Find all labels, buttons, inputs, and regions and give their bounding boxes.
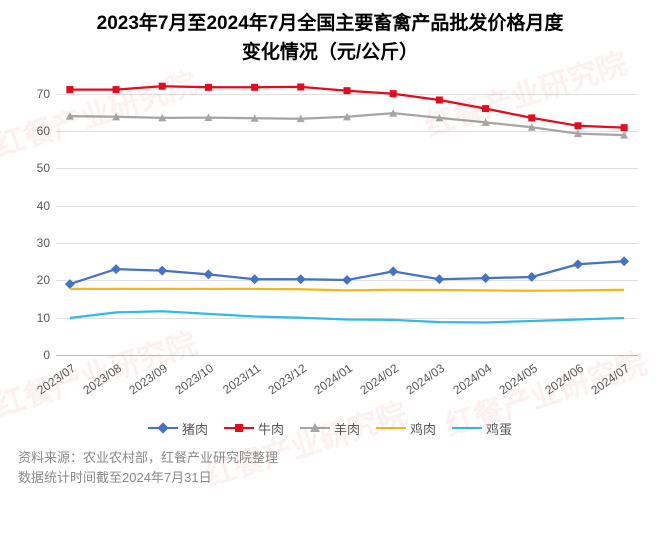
- series-marker: [528, 114, 535, 121]
- series-marker: [527, 272, 537, 282]
- series-marker: [344, 87, 351, 94]
- title-line-1: 2023年7月至2024年7月全国主要畜禽产品批发价格月度: [18, 10, 642, 39]
- series-marker: [113, 86, 120, 93]
- chart-footer: 资料来源：农业农村部，红餐产业研究院整理 数据统计时间截至2024年7月31日: [18, 448, 642, 490]
- series-marker: [574, 122, 581, 129]
- line-chart-svg: [56, 75, 638, 355]
- legend-label: 鸡肉: [410, 419, 436, 438]
- y-tick-label: 70: [18, 87, 50, 101]
- legend-label: 猪肉: [182, 419, 208, 438]
- legend-marker-icon: [235, 424, 243, 432]
- y-tick-label: 0: [18, 348, 50, 362]
- series-marker: [203, 269, 213, 279]
- series-marker: [573, 259, 583, 269]
- source-line-2: 数据统计时间截至2024年7月31日: [18, 468, 642, 489]
- y-tick-label: 20: [18, 273, 50, 287]
- x-tick-label: 2024/06: [542, 361, 586, 397]
- y-tick-label: 40: [18, 199, 50, 213]
- legend-swatch: [224, 422, 254, 434]
- x-tick-label: 2024/02: [358, 361, 402, 397]
- chart-title: 2023年7月至2024年7月全国主要畜禽产品批发价格月度 变化情况（元/公斤）: [18, 10, 642, 67]
- legend-item: 猪肉: [148, 419, 208, 438]
- series-marker: [297, 83, 304, 90]
- series-marker: [205, 84, 212, 91]
- series-line: [70, 311, 624, 322]
- y-tick-label: 50: [18, 161, 50, 175]
- x-tick-label: 2023/07: [34, 361, 78, 397]
- series-marker: [390, 90, 397, 97]
- legend-item: 羊肉: [300, 419, 360, 438]
- x-tick-label: 2024/03: [404, 361, 448, 397]
- x-tick-label: 2024/07: [589, 361, 633, 397]
- series-marker: [111, 264, 121, 274]
- x-tick-label: 2023/12: [265, 361, 309, 397]
- x-tick-label: 2024/05: [496, 361, 540, 397]
- legend-label: 牛肉: [258, 419, 284, 438]
- series-marker: [481, 273, 491, 283]
- legend-item: 牛肉: [224, 419, 284, 438]
- series-marker: [482, 105, 489, 112]
- series-marker: [436, 97, 443, 104]
- y-tick-label: 60: [18, 124, 50, 138]
- plot-area: 010203040506070: [18, 75, 642, 355]
- series-marker: [342, 275, 352, 285]
- legend-label: 鸡蛋: [486, 419, 512, 438]
- legend-swatch: [376, 422, 406, 434]
- source-line-1: 资料来源：农业农村部，红餐产业研究院整理: [18, 448, 642, 469]
- legend-label: 羊肉: [334, 419, 360, 438]
- x-tick-label: 2023/09: [127, 361, 171, 397]
- legend-swatch: [148, 422, 178, 434]
- series-marker: [434, 274, 444, 284]
- series-marker: [296, 274, 306, 284]
- series-marker: [388, 266, 398, 276]
- x-tick-label: 2023/10: [173, 361, 217, 397]
- series-marker: [621, 124, 628, 131]
- chart-container: 2023年7月至2024年7月全国主要畜禽产品批发价格月度 变化情况（元/公斤）…: [0, 0, 660, 541]
- legend-marker-icon: [310, 423, 320, 432]
- legend-item: 鸡肉: [376, 419, 436, 438]
- x-tick-label: 2023/08: [81, 361, 125, 397]
- chart-legend: 猪肉 牛肉 羊肉 鸡肉 鸡蛋: [18, 417, 642, 438]
- series-marker: [251, 84, 258, 91]
- x-tick-label: 2024/04: [450, 361, 494, 397]
- legend-item: 鸡蛋: [452, 419, 512, 438]
- title-line-2: 变化情况（元/公斤）: [18, 39, 642, 68]
- legend-swatch: [300, 422, 330, 434]
- legend-swatch: [452, 422, 482, 434]
- x-axis-ticks: 2023/072023/082023/092023/102023/112023/…: [56, 355, 638, 415]
- x-tick-label: 2024/01: [311, 361, 355, 397]
- y-tick-label: 10: [18, 311, 50, 325]
- series-marker: [66, 86, 73, 93]
- series-marker: [65, 279, 75, 289]
- series-marker: [619, 256, 629, 266]
- legend-marker-icon: [157, 422, 168, 433]
- y-tick-label: 30: [18, 236, 50, 250]
- series-marker: [250, 274, 260, 284]
- series-line: [70, 289, 624, 291]
- x-tick-label: 2023/11: [220, 361, 263, 397]
- series-marker: [159, 83, 166, 90]
- series-marker: [157, 266, 167, 276]
